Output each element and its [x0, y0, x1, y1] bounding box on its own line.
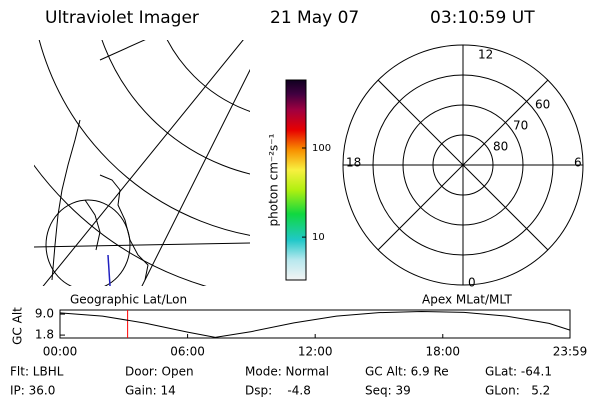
mlt-label: 18 [346, 156, 361, 170]
mlt-label: 6 [574, 156, 582, 170]
x-tick-label: 00:00 [43, 345, 78, 359]
title: Ultraviolet Imager [45, 8, 199, 28]
status-field: Mode: Normal [245, 365, 329, 379]
y-tick-label: 1.8 [35, 328, 54, 342]
geo-map [34, 40, 250, 286]
lat-label: 80 [493, 140, 508, 154]
x-tick-label: 18:00 [425, 345, 460, 359]
date: 21 May 07 [270, 8, 359, 28]
status-field: GLat: -64.1 [485, 365, 552, 379]
x-tick-label: 06:00 [170, 345, 205, 359]
x-tick-label: 23:59 [553, 345, 588, 359]
altitude-line [59, 310, 571, 338]
lat-label: 70 [513, 119, 528, 133]
lat-label: 60 [535, 98, 550, 112]
colorbar-tick-label: 100 [312, 143, 331, 154]
status-field: Door: Open [125, 365, 194, 379]
polar-grid [342, 44, 584, 286]
mlt-label: 0 [468, 276, 476, 290]
colorbar-tick-label: 10 [312, 232, 325, 243]
x-tick-label: 12:00 [298, 345, 333, 359]
status-field: IP: 36.0 [10, 384, 55, 398]
status-field: GC Alt: 6.9 Re [365, 365, 449, 379]
y-axis-label: GC Alt [11, 307, 25, 345]
time: 03:10:59 UT [430, 8, 535, 28]
status-field: Dsp: -4.8 [245, 384, 311, 398]
status-field: GLon: 5.2 [485, 384, 550, 398]
colorbar-label: photon cm⁻²s⁻¹ [267, 133, 281, 226]
status-field: Gain: 14 [125, 384, 176, 398]
y-tick-label: 9.0 [35, 307, 54, 321]
mlt-label: 12 [478, 48, 493, 62]
colorbar [285, 79, 307, 281]
altitude-frame [59, 309, 571, 339]
status-field: Flt: LBHL [10, 365, 64, 379]
panel-label: Geographic Lat/Lon [70, 293, 187, 307]
status-field: Seq: 39 [365, 384, 411, 398]
panel-label: Apex MLat/MLT [422, 293, 512, 307]
